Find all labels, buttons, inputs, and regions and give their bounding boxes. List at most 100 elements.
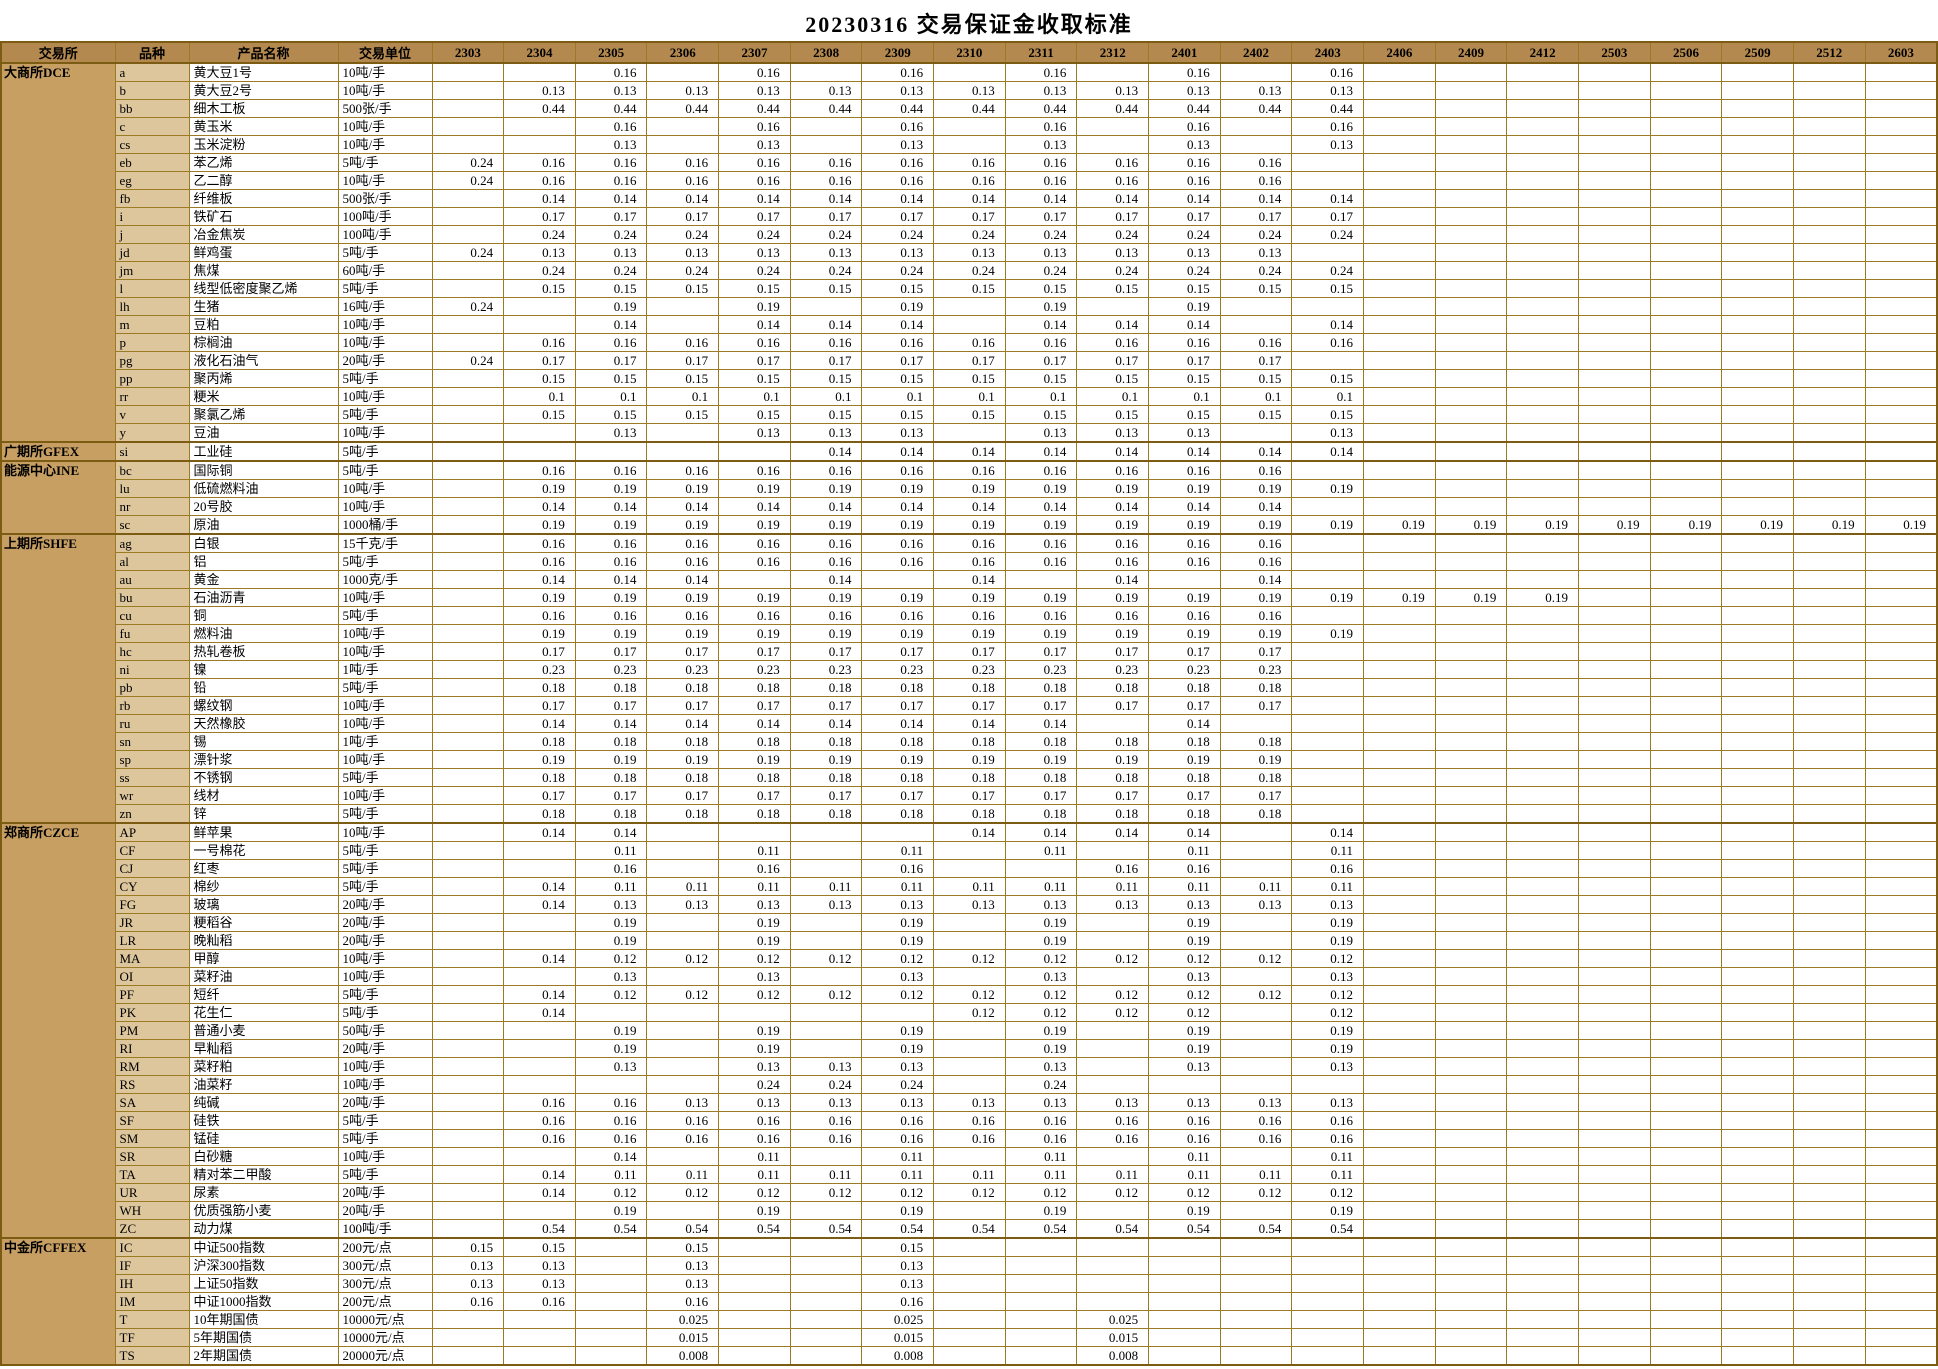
margin-cell-2403	[1291, 153, 1365, 172]
margin-cell-2309: 0.16	[861, 62, 935, 82]
margin-cell-2506	[1649, 1165, 1723, 1184]
margin-cell-2308	[789, 1328, 863, 1347]
margin-cell-2305: 0.19	[574, 1021, 648, 1040]
product-code: TF	[114, 1328, 190, 1347]
margin-cell-2406	[1363, 1039, 1436, 1058]
margin-cell-2305: 0.16	[574, 552, 648, 571]
margin-cell-2312: 0.12	[1076, 985, 1150, 1004]
month-header-2409: 2409	[1434, 41, 1508, 64]
margin-cell-2310: 0.19	[933, 479, 1006, 498]
margin-cell-2304	[503, 117, 576, 136]
margin-cell-2409	[1434, 642, 1508, 661]
table-row: FG 玻璃 20吨/手 0.14 0.13 0.13 0.13 0.13 0.13 0.13 0.1…	[1, 895, 1938, 914]
margin-cell-2310	[933, 931, 1006, 950]
margin-cell-2312	[1076, 1274, 1150, 1293]
month-header-2412: 2412	[1506, 41, 1579, 64]
margin-cell-2401: 0.11	[1148, 877, 1221, 896]
margin-cell-2306	[646, 822, 720, 842]
margin-cell-2309: 0.24	[861, 1075, 935, 1094]
trade-unit: 5吨/手	[337, 768, 433, 787]
margin-cell-2509	[1721, 1003, 1794, 1022]
margin-cell-2509	[1721, 1219, 1794, 1239]
margin-cell-2303	[431, 786, 505, 805]
trade-unit: 10吨/手	[337, 822, 433, 842]
margin-cell-2310	[933, 1292, 1006, 1311]
margin-cell-2409	[1434, 1129, 1508, 1148]
trade-unit: 300元/点	[337, 1256, 433, 1275]
margin-cell-2402: 0.16	[1219, 460, 1293, 480]
margin-cell-2304	[503, 1310, 576, 1329]
margin-cell-2307: 0.23	[718, 660, 791, 679]
margin-cell-2406	[1363, 153, 1436, 172]
margin-cell-2603	[1864, 1165, 1938, 1184]
margin-cell-2603: 0.19	[1864, 515, 1938, 535]
margin-cell-2603	[1864, 1219, 1938, 1239]
margin-cell-2512	[1792, 786, 1866, 805]
product-code: pp	[114, 369, 190, 388]
margin-cell-2306: 0.14	[646, 714, 720, 733]
margin-cell-2409: 0.19	[1434, 515, 1508, 535]
margin-cell-2409	[1434, 877, 1508, 896]
margin-cell-2307: 0.16	[718, 333, 791, 352]
margin-cell-2506	[1649, 822, 1723, 842]
margin-cell-2512	[1792, 588, 1866, 607]
margin-cell-2312: 0.19	[1076, 588, 1150, 607]
margin-cell-2312	[1076, 1237, 1150, 1257]
margin-cell-2310: 0.17	[933, 696, 1006, 715]
margin-cell-2506	[1649, 931, 1723, 950]
margin-cell-2307: 0.11	[718, 841, 791, 860]
trade-unit: 10吨/手	[337, 1057, 433, 1076]
margin-cell-2603	[1864, 441, 1938, 462]
margin-cell-2304: 0.23	[503, 660, 576, 679]
margin-cell-2506	[1649, 877, 1723, 896]
margin-cell-2412	[1506, 1093, 1579, 1112]
trade-unit: 16吨/手	[337, 297, 433, 316]
margin-cell-2307: 0.11	[718, 877, 791, 896]
margin-cell-2401: 0.19	[1148, 588, 1221, 607]
margin-cell-2310: 0.17	[933, 207, 1006, 226]
margin-cell-2409	[1434, 985, 1508, 1004]
margin-cell-2306: 0.13	[646, 1093, 720, 1112]
margin-cell-2309: 0.16	[861, 1129, 935, 1148]
margin-cell-2402	[1219, 1237, 1293, 1257]
margin-cell-2512	[1792, 497, 1866, 516]
margin-cell-2409	[1434, 1093, 1508, 1112]
margin-cell-2402: 0.24	[1219, 261, 1293, 280]
margin-cell-2310	[933, 1328, 1006, 1347]
table-row: sp 漂针浆 10吨/手 0.19 0.19 0.19 0.19 0.19 0.19 0.19 0.…	[1, 750, 1938, 769]
margin-cell-2308	[789, 1237, 863, 1257]
margin-cell-2409	[1434, 261, 1508, 280]
margin-cell-2402: 0.12	[1219, 985, 1293, 1004]
margin-cell-2306	[646, 841, 720, 860]
table-row: SM 锰硅 5吨/手 0.16 0.16 0.16 0.16 0.16 0.16 0.16 0.16…	[1, 1129, 1938, 1148]
margin-cell-2309: 0.15	[861, 279, 935, 298]
margin-cell-2603	[1864, 606, 1938, 625]
margin-cell-2306: 0.13	[646, 243, 720, 262]
margin-cell-2305	[574, 1256, 648, 1275]
margin-cell-2309: 0.13	[861, 423, 935, 443]
table-row: IH 上证50指数 300元/点 0.13 0.13 0.13 0.13	[1, 1274, 1938, 1293]
margin-cell-2509	[1721, 479, 1794, 498]
margin-cell-2312: 0.17	[1076, 696, 1150, 715]
margin-cell-2311: 0.17	[1004, 696, 1078, 715]
margin-cell-2304: 0.15	[503, 405, 576, 424]
table-row: SA 纯碱 20吨/手 0.16 0.16 0.13 0.13 0.13 0.13 0.13 0.1…	[1, 1093, 1938, 1112]
margin-cell-2309: 0.23	[861, 660, 935, 679]
margin-cell-2306: 0.16	[646, 153, 720, 172]
margin-cell-2409	[1434, 153, 1508, 172]
margin-cell-2401: 0.14	[1148, 315, 1221, 334]
margin-cell-2304	[503, 859, 576, 878]
margin-cell-2409	[1434, 1147, 1508, 1166]
margin-cell-2603	[1864, 804, 1938, 824]
margin-cell-2506	[1649, 1346, 1723, 1366]
trade-unit: 10吨/手	[337, 423, 433, 443]
margin-cell-2506	[1649, 1201, 1723, 1220]
margin-cell-2311	[1004, 1346, 1078, 1366]
margin-cell-2506	[1649, 1057, 1723, 1076]
margin-cell-2307	[718, 570, 791, 589]
product-code: au	[114, 570, 190, 589]
month-header-2308: 2308	[789, 41, 863, 64]
margin-cell-2312: 0.18	[1076, 732, 1150, 751]
margin-cell-2402: 0.16	[1219, 606, 1293, 625]
trade-unit: 10000元/点	[337, 1328, 433, 1347]
